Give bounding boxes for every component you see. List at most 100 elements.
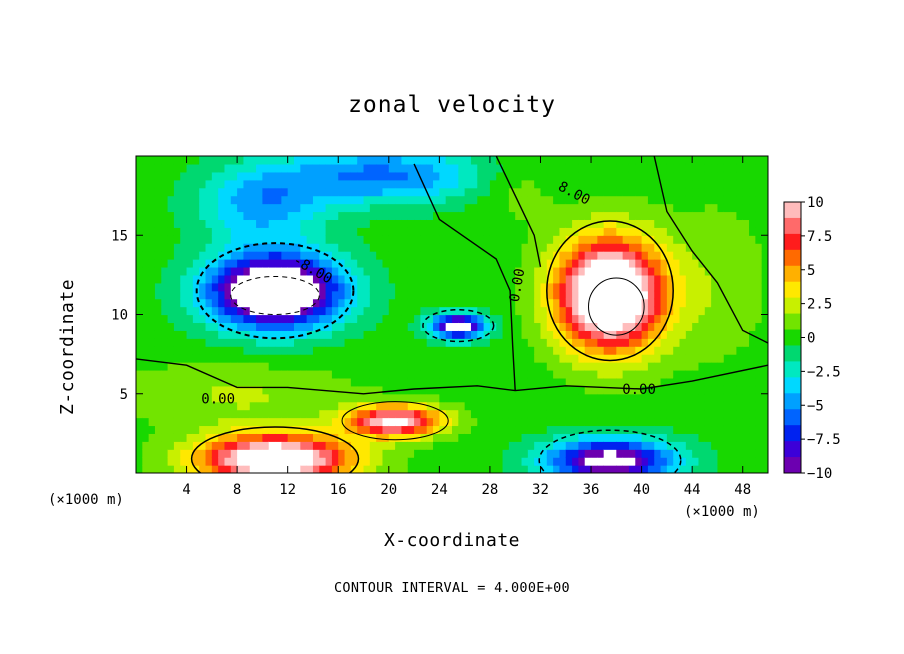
field-cell xyxy=(489,346,497,355)
field-cell xyxy=(243,227,251,236)
contour-minus-8-lower xyxy=(538,429,682,473)
field-cell xyxy=(641,211,649,221)
field-cell xyxy=(388,322,396,331)
field-cell xyxy=(736,195,744,205)
field-cell xyxy=(281,219,289,228)
colorbar: 107.552.50−2.5−5−7.5−10 xyxy=(783,195,841,482)
field-cell xyxy=(565,346,573,355)
field-cell xyxy=(199,163,207,173)
field-cell xyxy=(376,401,384,411)
field-cell xyxy=(401,346,409,355)
field-cell xyxy=(464,203,472,213)
field-cell xyxy=(148,409,156,419)
field-cell xyxy=(755,362,763,371)
field-cell xyxy=(199,409,207,419)
field-cell xyxy=(515,457,523,466)
field-cell xyxy=(730,251,737,260)
field-cell xyxy=(452,362,459,371)
field-cell xyxy=(376,457,384,466)
field-cell xyxy=(357,259,365,268)
colorbar-tick-label: −5 xyxy=(807,398,824,414)
field-cell xyxy=(199,362,207,371)
field-cell xyxy=(439,171,447,181)
field-cell xyxy=(382,259,390,268)
field-cell xyxy=(730,369,737,379)
field-cell xyxy=(736,369,744,379)
field-cell xyxy=(704,306,712,316)
field-cell xyxy=(521,227,529,236)
field-cell xyxy=(161,457,169,466)
field-cell xyxy=(420,322,428,331)
field-cell xyxy=(704,377,712,387)
field-cell xyxy=(597,219,605,228)
field-cell xyxy=(154,354,162,363)
field-cell xyxy=(306,282,314,292)
field-cell xyxy=(742,385,750,395)
field-cell xyxy=(641,409,649,419)
field-cell xyxy=(515,314,523,324)
x-axis-label: X-coordinate xyxy=(384,530,520,551)
field-cell xyxy=(458,156,466,165)
colorbar-tick-label: 2.5 xyxy=(807,297,832,313)
field-cell xyxy=(527,362,535,371)
field-cell xyxy=(420,441,428,450)
field-cell xyxy=(395,195,403,205)
field-cell xyxy=(173,290,181,300)
field-cell xyxy=(673,441,681,450)
field-cell xyxy=(641,377,649,387)
field-cell xyxy=(496,195,504,205)
field-cell xyxy=(622,401,630,411)
field-cell xyxy=(452,219,459,228)
field-cell xyxy=(673,425,681,434)
field-cell xyxy=(205,274,213,284)
field-cell xyxy=(736,179,744,189)
field-cell xyxy=(591,203,598,213)
field-cell xyxy=(698,251,706,260)
field-cell xyxy=(256,266,263,276)
field-cell xyxy=(464,314,472,324)
field-cell xyxy=(622,425,630,434)
field-cell xyxy=(540,346,548,355)
field-cell xyxy=(483,306,491,316)
field-cell xyxy=(540,401,548,411)
field-cell xyxy=(698,203,706,213)
field-cell xyxy=(736,171,744,181)
field-cell xyxy=(338,393,346,403)
field-cell xyxy=(249,171,257,181)
field-cell xyxy=(540,314,548,324)
field-cell xyxy=(534,290,542,300)
field-cell xyxy=(344,306,352,316)
field-cell xyxy=(199,385,207,395)
field-cell xyxy=(414,330,421,339)
field-cell xyxy=(192,219,200,228)
field-cell xyxy=(136,290,143,300)
field-cell xyxy=(610,369,617,379)
field-cell xyxy=(521,393,529,403)
field-cell xyxy=(186,235,194,244)
colorbar-swatch xyxy=(784,457,801,474)
field-cell xyxy=(496,409,504,419)
field-cell xyxy=(458,163,466,173)
field-cell xyxy=(319,465,327,473)
y-tick-label: 10 xyxy=(111,308,128,324)
field-cell xyxy=(761,385,768,395)
field-cell xyxy=(325,457,333,466)
field-cell xyxy=(395,409,403,419)
field-cell xyxy=(559,195,567,205)
field-cell xyxy=(395,338,403,347)
field-cell xyxy=(616,362,624,371)
field-cell xyxy=(344,409,352,419)
field-cell xyxy=(439,369,447,379)
field-cell xyxy=(262,433,270,442)
field-cell xyxy=(344,385,352,395)
field-cell xyxy=(388,306,396,316)
field-cell xyxy=(388,219,396,228)
field-cell xyxy=(287,243,295,252)
field-cell xyxy=(445,171,453,181)
field-cell xyxy=(382,227,390,236)
field-cell xyxy=(749,251,756,260)
field-cell xyxy=(654,354,662,363)
field-cell xyxy=(761,274,768,284)
field-cell xyxy=(262,274,270,284)
field-cell xyxy=(192,235,200,244)
